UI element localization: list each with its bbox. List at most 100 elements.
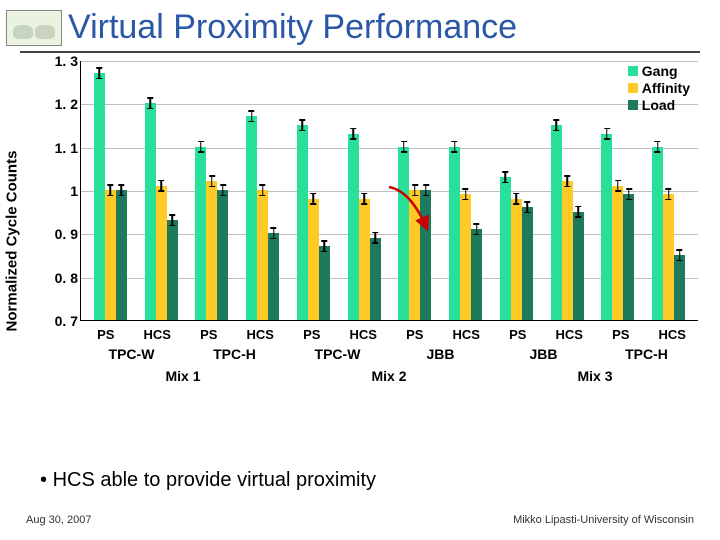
error-bar bbox=[99, 67, 101, 79]
error-bar bbox=[505, 171, 507, 183]
y-tick-label: 0. 8 bbox=[44, 270, 78, 286]
bar bbox=[500, 177, 511, 320]
bar bbox=[167, 220, 178, 320]
error-bar bbox=[555, 119, 557, 131]
x-tick-level2: TPC-H bbox=[183, 346, 286, 362]
plot-area bbox=[80, 61, 698, 321]
legend-item: Affinity bbox=[628, 80, 690, 96]
bar bbox=[623, 194, 634, 320]
x-tick-level1: HCS bbox=[338, 327, 390, 342]
legend: GangAffinityLoad bbox=[628, 63, 690, 114]
y-tick-label: 1. 1 bbox=[44, 140, 78, 156]
error-bar bbox=[577, 206, 579, 218]
bar bbox=[116, 190, 127, 320]
error-bar bbox=[679, 249, 681, 261]
bar bbox=[460, 194, 471, 320]
bar-group bbox=[440, 147, 491, 320]
legend-item: Load bbox=[628, 97, 690, 113]
y-tick-label: 1 bbox=[44, 183, 78, 199]
error-bar bbox=[516, 193, 518, 205]
error-bar bbox=[657, 141, 659, 153]
chart: Normalized Cycle Counts 0. 70. 80. 911. … bbox=[18, 61, 702, 421]
x-tick-level1: PS bbox=[492, 327, 544, 342]
error-bar bbox=[363, 193, 365, 205]
error-bar bbox=[273, 227, 275, 239]
bar bbox=[398, 147, 409, 320]
error-bar bbox=[617, 180, 619, 192]
y-axis-label: Normalized Cycle Counts bbox=[4, 151, 21, 332]
error-bar bbox=[668, 188, 670, 200]
bars-container bbox=[81, 61, 698, 320]
error-bar bbox=[465, 188, 467, 200]
bar bbox=[674, 255, 685, 320]
bar bbox=[145, 103, 156, 320]
y-tick-label: 0. 9 bbox=[44, 226, 78, 242]
bar-group bbox=[491, 177, 542, 320]
x-tick-level2: TPC-W bbox=[80, 346, 183, 362]
x-tick-level2: TPC-H bbox=[595, 346, 698, 362]
bar bbox=[217, 190, 228, 320]
bar bbox=[348, 134, 359, 320]
x-tick-level1: PS bbox=[389, 327, 441, 342]
error-bar bbox=[302, 119, 304, 131]
legend-swatch bbox=[628, 66, 638, 76]
error-bar bbox=[414, 184, 416, 196]
bar bbox=[573, 212, 584, 320]
error-bar bbox=[200, 141, 202, 153]
bar bbox=[246, 116, 257, 320]
x-tick-level1: PS bbox=[286, 327, 338, 342]
bar-group bbox=[390, 147, 441, 320]
y-tick-label: 0. 7 bbox=[44, 313, 78, 329]
legend-swatch bbox=[628, 100, 638, 110]
bar-group bbox=[187, 147, 238, 320]
bar-group bbox=[643, 147, 694, 320]
bar bbox=[449, 147, 460, 320]
legend-label: Load bbox=[642, 97, 675, 113]
error-bar bbox=[476, 223, 478, 235]
bar bbox=[601, 134, 612, 320]
bar bbox=[359, 199, 370, 320]
x-tick-level1: PS bbox=[595, 327, 647, 342]
bar-group bbox=[339, 134, 390, 320]
bullet-point: • HCS able to provide virtual proximity bbox=[40, 469, 376, 492]
x-tick-level1: HCS bbox=[647, 327, 699, 342]
title-divider bbox=[20, 51, 700, 53]
bar bbox=[297, 125, 308, 320]
bar bbox=[562, 181, 573, 320]
x-tick-level1: PS bbox=[80, 327, 132, 342]
bar bbox=[257, 190, 268, 320]
bar-group bbox=[237, 116, 288, 320]
bar bbox=[105, 190, 116, 320]
bar bbox=[195, 147, 206, 320]
bar bbox=[652, 147, 663, 320]
error-bar bbox=[425, 184, 427, 196]
bar-group bbox=[288, 125, 339, 320]
error-bar bbox=[566, 175, 568, 187]
bar bbox=[156, 186, 167, 320]
error-bar bbox=[222, 184, 224, 196]
error-bar bbox=[262, 184, 264, 196]
x-tick-level3: Mix 1 bbox=[80, 368, 286, 384]
bar bbox=[511, 199, 522, 320]
x-tick-level3: Mix 2 bbox=[286, 368, 492, 384]
bar bbox=[370, 238, 381, 320]
bar bbox=[663, 194, 674, 320]
legend-label: Gang bbox=[642, 63, 678, 79]
bar bbox=[522, 207, 533, 320]
bar-group bbox=[85, 73, 136, 320]
bar bbox=[206, 181, 217, 320]
bar bbox=[612, 186, 623, 320]
error-bar bbox=[251, 110, 253, 122]
y-tick-label: 1. 2 bbox=[44, 96, 78, 112]
bar bbox=[319, 246, 330, 320]
footer-date: Aug 30, 2007 bbox=[26, 514, 91, 526]
error-bar bbox=[324, 240, 326, 252]
y-tick-label: 1. 3 bbox=[44, 53, 78, 69]
legend-label: Affinity bbox=[642, 80, 690, 96]
x-tick-level1: HCS bbox=[132, 327, 184, 342]
logo bbox=[6, 10, 62, 46]
bar bbox=[308, 199, 319, 320]
error-bar bbox=[527, 201, 529, 213]
x-tick-level1: HCS bbox=[544, 327, 596, 342]
x-tick-level1: HCS bbox=[235, 327, 287, 342]
